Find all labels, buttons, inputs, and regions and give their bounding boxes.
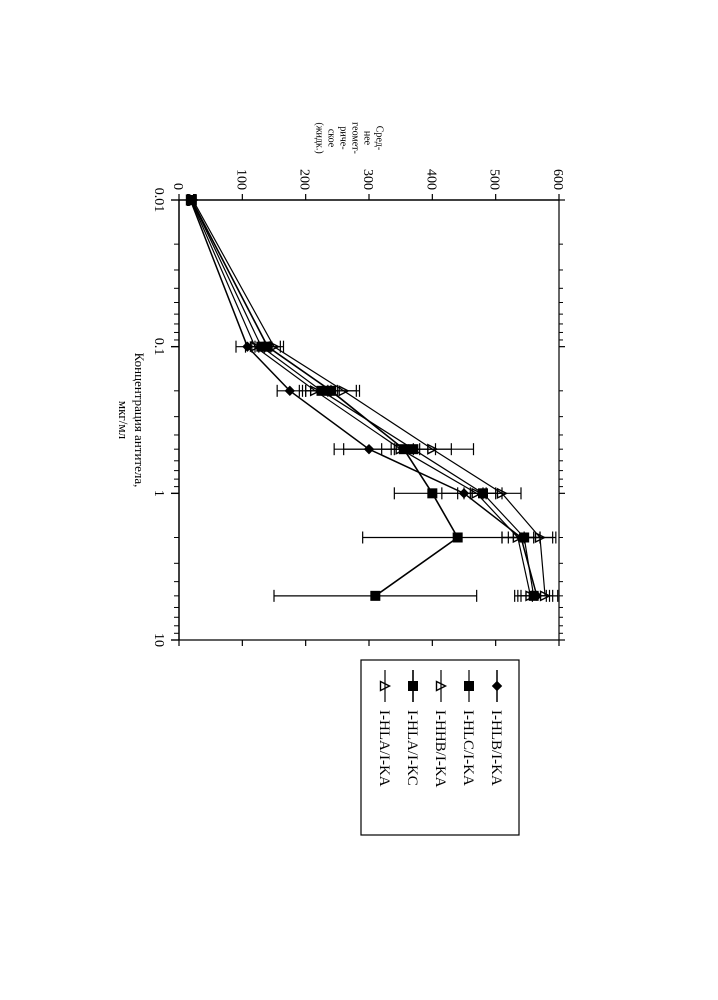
svg-text:Сред-: Сред- [374, 126, 385, 150]
svg-text:ское: ское [326, 129, 337, 148]
svg-text:риче-: риче- [338, 126, 349, 149]
dose-response-chart: 0 100 200 300 400 500 600 0.01 0.1 1 10 Концентраци… [109, 100, 609, 900]
svg-text:Концентрация антитела,: Концентрация антитела, [132, 353, 147, 488]
svg-text:(жидк.): (жидк.) [314, 122, 325, 153]
svg-text:I-HHB/I-KA: I-HHB/I-KA [432, 710, 448, 788]
svg-text:0.01: 0.01 [151, 188, 166, 213]
svg-text:I-HLA/I-KC: I-HLA/I-KC [404, 710, 420, 786]
svg-text:300: 300 [360, 169, 375, 190]
svg-text:10: 10 [151, 633, 166, 647]
svg-text:0.1: 0.1 [151, 338, 166, 356]
svg-text:500: 500 [487, 169, 502, 190]
svg-text:1: 1 [151, 490, 166, 497]
svg-text:мкг/мл: мкг/мл [116, 401, 131, 440]
svg-text:100: 100 [233, 169, 248, 190]
svg-text:400: 400 [423, 169, 438, 190]
svg-text:0: 0 [170, 183, 185, 190]
svg-text:геомет-: геомет- [350, 122, 361, 154]
svg-text:I-HLA/I-KA: I-HLA/I-KA [376, 710, 392, 787]
svg-text:I-HLB/I-KA: I-HLB/I-KA [488, 710, 504, 786]
svg-text:200: 200 [297, 169, 312, 190]
svg-text:I-HLC/I-KA: I-HLC/I-KA [460, 710, 476, 786]
page: ФИГ. 3 01002003004005006000.010.1110Конц… [0, 0, 718, 1000]
chart-rotated-container: 0 100 200 300 400 500 600 0.01 0.1 1 10 Концентраци… [109, 100, 609, 900]
svg-text:нее: нее [362, 131, 373, 146]
svg-text:600: 600 [550, 169, 565, 190]
